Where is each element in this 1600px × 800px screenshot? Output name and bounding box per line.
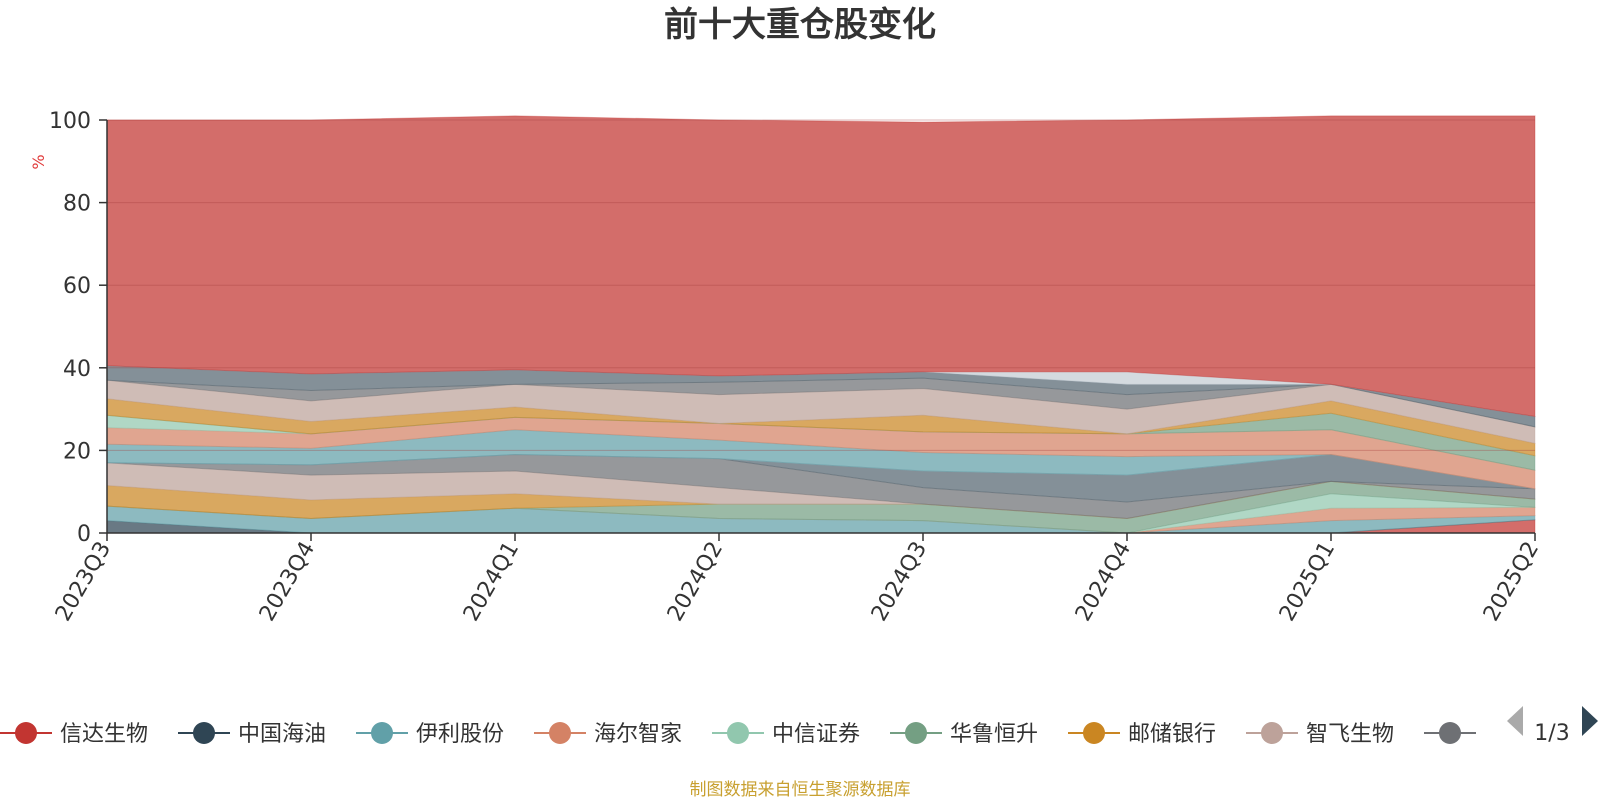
x-tick-label: 2024Q3 <box>867 538 932 626</box>
legend-marker-icon <box>905 722 927 744</box>
x-tick-label: 2024Q2 <box>663 538 728 626</box>
area-series-4 <box>106 505 1536 534</box>
legend-label: 中信证券 <box>772 722 860 747</box>
y-tick-labels: 0 20 40 60 80 100 <box>49 109 91 547</box>
legend-label: 贵 <box>1484 722 1506 747</box>
legend-marker-icon <box>15 722 37 744</box>
legend-item[interactable]: 邮储银行 <box>1068 722 1216 747</box>
legend-label: 邮储银行 <box>1128 722 1216 747</box>
y-axis-unit: % <box>29 154 48 169</box>
legend-next-page-icon[interactable] <box>1582 706 1598 736</box>
legend-item[interactable]: 伊利股份 <box>356 722 504 747</box>
legend-marker-icon <box>193 722 215 744</box>
legend-item[interactable]: 贵 <box>1424 722 1506 747</box>
legend-marker-icon <box>1439 722 1461 744</box>
legend-label: 伊利股份 <box>416 722 504 747</box>
chart-title: 前十大重仓股变化 <box>664 5 936 45</box>
y-tick-label: 0 <box>77 522 91 547</box>
legend-item[interactable]: 信达生物 <box>0 722 148 747</box>
legend-item[interactable]: 海尔智家 <box>534 722 682 747</box>
legend-marker-icon <box>549 722 571 744</box>
legend-item[interactable]: 华鲁恒升 <box>890 722 1038 747</box>
area-series-21 <box>106 115 1536 418</box>
legend-item[interactable]: 中信证券 <box>712 722 860 747</box>
legend-label: 海尔智家 <box>594 722 682 747</box>
x-tick-label: 2024Q4 <box>1071 538 1136 626</box>
legend-marker-icon <box>1261 722 1283 744</box>
legend-page-indicator: 1/3 <box>1534 721 1569 746</box>
legend-prev-page-icon[interactable] <box>1507 706 1523 736</box>
legend-item[interactable]: 中国海油 <box>178 722 326 747</box>
legend-label: 信达生物 <box>60 722 148 747</box>
x-tick-label: 2024Q1 <box>459 538 524 626</box>
x-tick-label: 2023Q3 <box>51 538 116 626</box>
legend-pager: 1/3 <box>1507 706 1598 746</box>
legend-marker-icon <box>371 722 393 744</box>
area-series-17 <box>106 379 1536 444</box>
legend-label: 中国海油 <box>238 722 326 747</box>
x-tick-label: 2025Q1 <box>1275 538 1340 626</box>
y-tick-label: 20 <box>63 439 91 464</box>
legend-label: 华鲁恒升 <box>950 722 1038 747</box>
y-tick-label: 60 <box>63 274 91 299</box>
x-tick-labels: 2023Q3 2023Q4 2024Q1 2024Q2 2024Q3 2024Q4 2025… <box>51 538 1544 626</box>
legend-item[interactable]: 智飞生物 <box>1246 722 1394 747</box>
area-series-group <box>106 115 1536 534</box>
x-tick-label: 2023Q4 <box>255 538 320 626</box>
legend-marker-icon <box>1083 722 1105 744</box>
x-tick-label: 2025Q2 <box>1479 538 1544 626</box>
y-tick-label: 80 <box>63 192 91 217</box>
y-tick-label: 100 <box>49 109 91 134</box>
legend-label: 智飞生物 <box>1306 722 1394 747</box>
legend-marker-icon <box>727 722 749 744</box>
data-source-note: 制图数据来自恒生聚源数据库 <box>690 780 911 800</box>
grid-lines <box>107 119 1535 451</box>
legend: 信达生物 中国海油 伊利股份 海尔智家 中信证券 华鲁恒升 邮储银行 智飞生物 贵 <box>0 722 1506 747</box>
y-tick-label: 40 <box>63 357 91 382</box>
area-series-16 <box>106 398 1536 457</box>
axes <box>99 119 1536 541</box>
